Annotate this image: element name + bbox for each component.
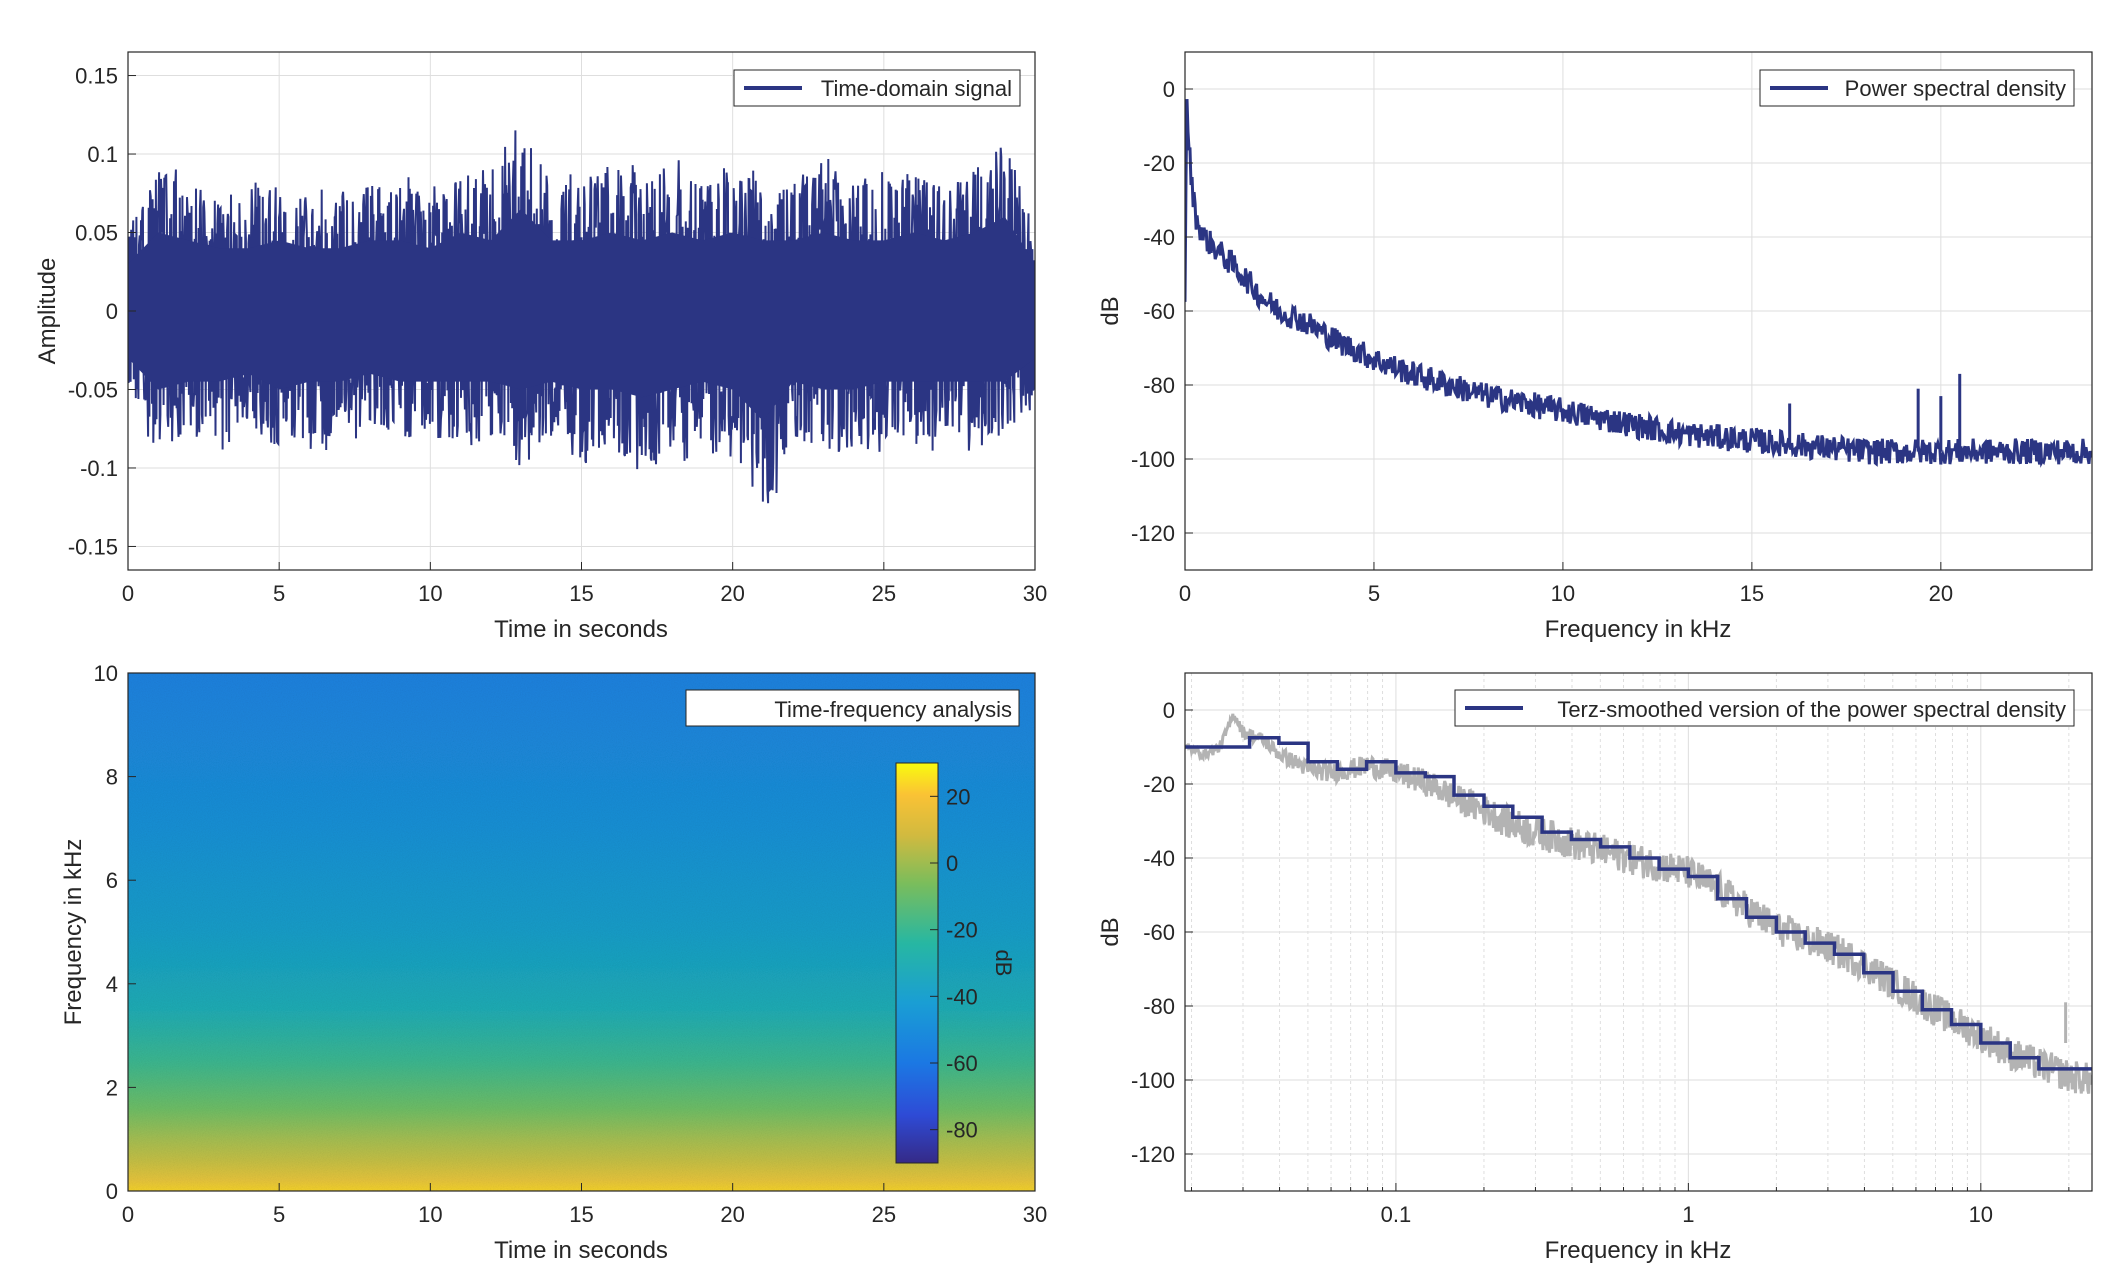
terz-ytick-label: -60 [1143,920,1175,945]
terz-ytick-label: -40 [1143,846,1175,871]
time-signal-ytick-label: 0.05 [75,221,118,246]
terz-legend-label: Terz-smoothed version of the power spect… [1557,697,2066,722]
psd-ytick-label: -80 [1143,373,1175,398]
psd-ticks: 0 5 10 15 20 -120 -100 -80 -60 -40 -20 0 [1131,77,1953,606]
colorbar-ticks: -80 -60 -40 -20 0 20 [930,784,978,1143]
spectrogram-xtick-label: 25 [872,1202,896,1227]
spectrogram-legend-box [685,689,1020,727]
psd-ytick-label: -120 [1131,521,1175,546]
psd-xlabel: Frequency in kHz [1545,616,1732,643]
time-signal-ytick-label: -0.1 [80,456,118,481]
terz-grid [1185,673,2092,1191]
spectrogram-ytick-label: 0 [106,1179,118,1204]
psd-xtick-label: 20 [1929,581,1953,606]
psd-ytick-label: -60 [1143,299,1175,324]
time-signal-ticks: 0 5 10 15 20 25 30 -0.15 -0.1 -0.05 0 0.05 0.1 0.15 [68,64,1047,606]
psd-ytick-label: -20 [1143,151,1175,176]
time-signal-ylabel: Amplitude [34,258,61,365]
psd-xtick-label: 15 [1740,581,1764,606]
time-signal-panel: 0 5 10 15 20 25 30 -0.15 -0.1 -0.05 0 0.05 0.1 0.15 T… [34,51,1047,643]
terz-legend: Terz-smoothed version of the power spect… [1454,689,2075,727]
psd-legend-label: Power spectral density [1845,76,2066,101]
spectrogram-xtick-label: 5 [273,1202,285,1227]
time-signal-xtick-label: 15 [569,581,593,606]
psd-data [1185,99,2092,468]
time-signal-xtick-label: 30 [1023,581,1047,606]
terz-xtick-label: 0.1 [1381,1202,1412,1227]
terz-raw-line [1185,713,2092,1094]
colorbar-tick-label: -80 [946,1118,978,1143]
psd-legend: Power spectral density [1759,69,2075,107]
terz-ylabel: dB [1097,917,1124,946]
psd-grid [1184,52,2092,570]
spectrogram-ytick-label: 6 [106,868,118,893]
psd-ytick-label: -40 [1143,225,1175,250]
time-signal-xtick-label: 20 [720,581,744,606]
spectrogram-xtick-label: 30 [1023,1202,1047,1227]
colorbar-label: dB [991,950,1016,977]
time-signal-xtick-label: 0 [122,581,134,606]
psd-panel: 0 5 10 15 20 -120 -100 -80 -60 -40 -20 0 Frequency … [1097,51,2093,643]
spectrogram-xlabel: Time in seconds [494,1237,668,1264]
spectrogram-xtick-label: 15 [569,1202,593,1227]
colorbar-tick-label: 20 [946,784,970,809]
time-signal-ytick-label: -0.05 [68,377,118,402]
psd-ytick-label: 0 [1163,77,1175,102]
spectrogram-legend-label: Time-frequency analysis [774,697,1012,722]
time-signal-xtick-label: 25 [872,581,896,606]
time-signal-legend: Time-domain signal [733,69,1021,107]
terz-legend-box [1454,689,2075,727]
spectrogram-xtick-label: 10 [418,1202,442,1227]
colorbar-tick-label: 0 [946,851,958,876]
psd-ytick-label: -100 [1131,447,1175,472]
terz-ytick-label: -100 [1131,1068,1175,1093]
terz-xtick-label: 10 [1969,1202,1993,1227]
colorbar-tick-label: -20 [946,918,978,943]
psd-xtick-label: 10 [1551,581,1575,606]
spectrogram-ytick-label: 4 [106,972,118,997]
time-signal-xtick-label: 10 [418,581,442,606]
spectrogram-ytick-label: 8 [106,765,118,790]
colorbar-tick-label: -60 [946,1051,978,1076]
spectrogram-ytick-label: 10 [94,661,118,686]
spectrogram-panel: 0 5 10 15 20 25 30 0 2 4 6 8 10 Time in seconds Freq… [60,661,1047,1264]
time-signal-data [128,130,1035,504]
terz-ytick-label: -20 [1143,772,1175,797]
time-signal-ytick-label: 0 [106,299,118,324]
psd-xtick-label: 0 [1179,581,1191,606]
time-signal-core [128,209,1035,421]
terz-smoothed-line [1185,736,2092,1071]
spectrogram-xtick-label: 0 [122,1202,134,1227]
terz-ticks: 0.1 1 10 -120 -100 -80 -60 -40 -20 0 [1131,698,2070,1227]
time-signal-ytick-label: -0.15 [68,534,118,559]
time-signal-xlabel: Time in seconds [494,616,668,643]
terz-data [1185,713,2092,1094]
terz-ytick-label: 0 [1163,698,1175,723]
time-signal-ytick-label: 0.1 [87,142,118,167]
spectrogram-legend: Time-frequency analysis [685,689,1020,727]
terz-ytick-label: -80 [1143,994,1175,1019]
psd-ylabel: dB [1097,296,1124,325]
time-signal-legend-label: Time-domain signal [821,76,1012,101]
terz-xtick-label: 1 [1682,1202,1694,1227]
psd-xtick-label: 5 [1368,581,1380,606]
spectrogram-ylabel: Frequency in kHz [60,839,87,1026]
terz-ytick-label: -120 [1131,1142,1175,1167]
spectrogram-xtick-label: 20 [720,1202,744,1227]
time-signal-xtick-label: 5 [273,581,285,606]
terz-xlabel: Frequency in kHz [1545,1237,1732,1264]
spectrogram-ytick-label: 2 [106,1075,118,1100]
terz-panel: 0.1 1 10 -120 -100 -80 -60 -40 -20 0 Frequency in… [1097,672,2093,1264]
spectrogram-ticks: 0 5 10 15 20 25 30 0 2 4 6 8 10 [94,661,1048,1227]
spectrogram-image [128,673,1035,1191]
colorbar-bar [895,762,939,1164]
time-signal-ytick-label: 0.15 [75,64,118,89]
colorbar: -80 -60 -40 -20 0 20 dB [895,762,1016,1164]
psd-line [1185,99,2092,468]
colorbar-tick-label: -40 [946,984,978,1009]
